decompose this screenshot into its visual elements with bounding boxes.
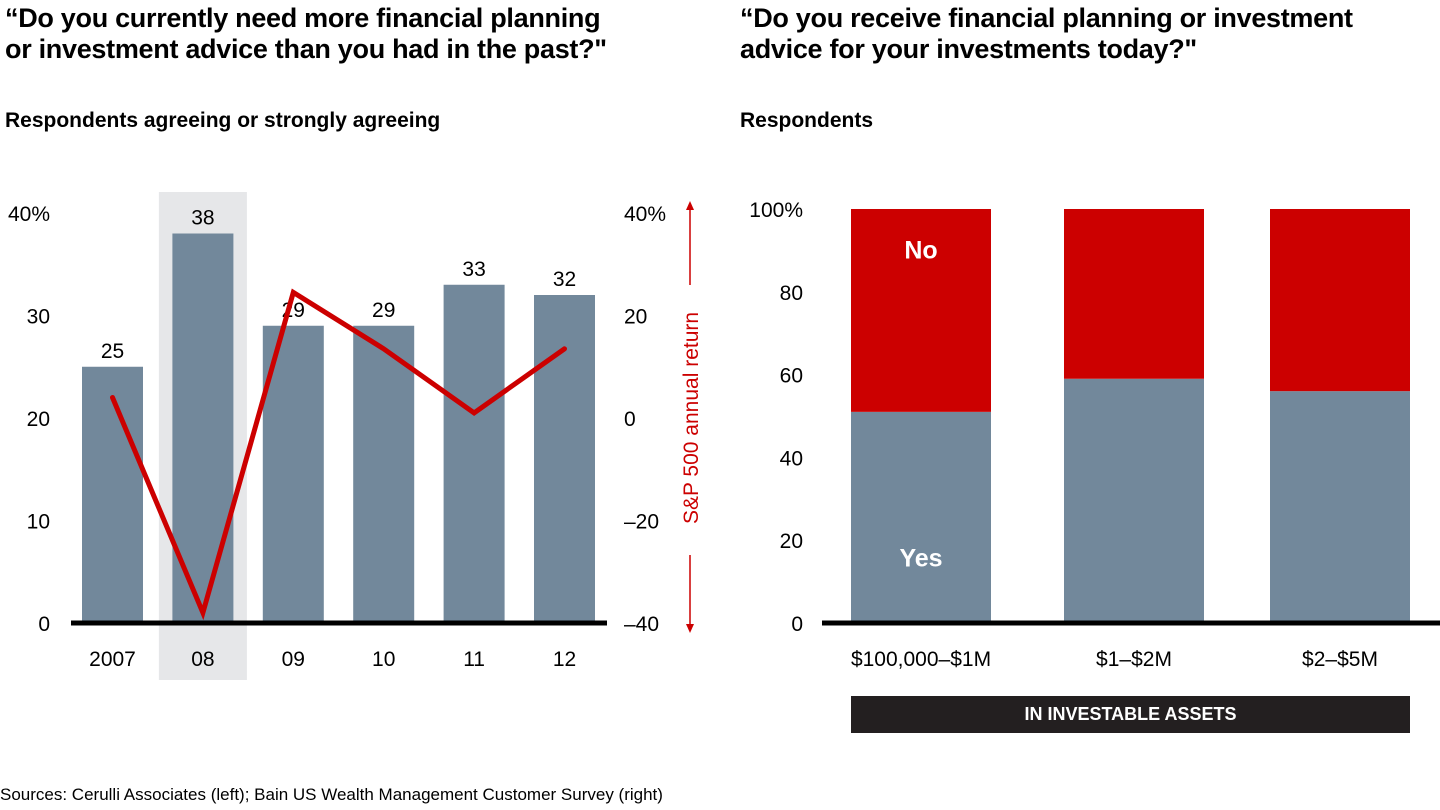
arrow-down-icon	[686, 624, 694, 633]
arrow-up-icon	[686, 201, 694, 210]
x-tick-2007: 2007	[89, 648, 136, 671]
x-tick-12: 12	[553, 648, 576, 671]
sp500-return-line	[110, 288, 567, 621]
x-tick-10: 10	[372, 648, 395, 671]
x-tick-09: 09	[282, 648, 305, 671]
segment-label-yes: Yes	[899, 544, 942, 572]
y-tick-0: 0	[38, 613, 50, 636]
right-chart-title: “Do you receive financial planning or in…	[740, 3, 1353, 65]
right-title-line2: advice for your investments today?"	[740, 34, 1197, 64]
y-tick-40: 40	[780, 447, 803, 470]
bar-segment-yes-2	[1270, 391, 1410, 623]
data-label-08: 38	[191, 207, 214, 230]
secondary-y-tick--20: –20	[624, 511, 659, 534]
y-tick-60: 60	[780, 365, 803, 388]
secondary-y-tick-0: 0	[624, 408, 636, 431]
y-tick-20: 20	[27, 408, 50, 431]
left-title-line1: “Do you currently need more financial pl…	[5, 3, 601, 33]
bar-segment-no-1	[1064, 209, 1204, 379]
left-title-line2: or investment advice than you had in the…	[5, 34, 607, 64]
sources-note: Sources: Cerulli Associates (left); Bain…	[0, 785, 663, 804]
bar-09	[262, 325, 324, 623]
investable-assets-banner: IN INVESTABLE ASSETS	[851, 696, 1410, 733]
secondary-y-tick-20: 20	[624, 306, 647, 329]
data-label-11: 33	[462, 258, 485, 281]
secondary-y-tick--40: –40	[624, 613, 659, 636]
right-title-line1: “Do you receive financial planning or in…	[740, 3, 1353, 33]
bar-segment-no-0	[851, 209, 991, 412]
data-label-12: 32	[553, 268, 576, 291]
secondary-y-tick-40: 40%	[624, 203, 666, 226]
y-tick-100: 100%	[749, 199, 803, 222]
bar-2007	[82, 366, 143, 623]
data-label-10: 29	[372, 299, 395, 322]
y-tick-10: 10	[27, 511, 50, 534]
right-chart-subtitle: Respondents	[740, 109, 874, 132]
x-tick-0: $100,000–$1M	[851, 648, 991, 671]
bar-11	[443, 284, 505, 623]
left-chart-subtitle: Respondents agreeing or strongly agreein…	[5, 109, 441, 132]
y-tick-80: 80	[780, 282, 803, 305]
secondary-axis-label: S&P 500 annual return	[680, 312, 703, 524]
y-tick-0: 0	[791, 613, 803, 636]
segment-label-no: No	[904, 236, 937, 264]
y-tick-20: 20	[780, 530, 803, 553]
bar-segment-yes-0	[851, 411, 991, 623]
x-tick-1: $1–$2M	[1096, 648, 1172, 671]
bar-segment-yes-1	[1064, 378, 1204, 623]
x-tick-11: 11	[463, 648, 485, 671]
data-label-2007: 25	[101, 340, 124, 363]
x-tick-08: 08	[191, 648, 214, 671]
left-chart-title: “Do you currently need more financial pl…	[5, 3, 607, 65]
x-tick-2: $2–$5M	[1302, 648, 1378, 671]
bar-10	[353, 325, 415, 623]
y-tick-40: 40%	[8, 203, 50, 226]
y-tick-30: 30	[27, 306, 50, 329]
bar-segment-no-2	[1270, 209, 1410, 392]
